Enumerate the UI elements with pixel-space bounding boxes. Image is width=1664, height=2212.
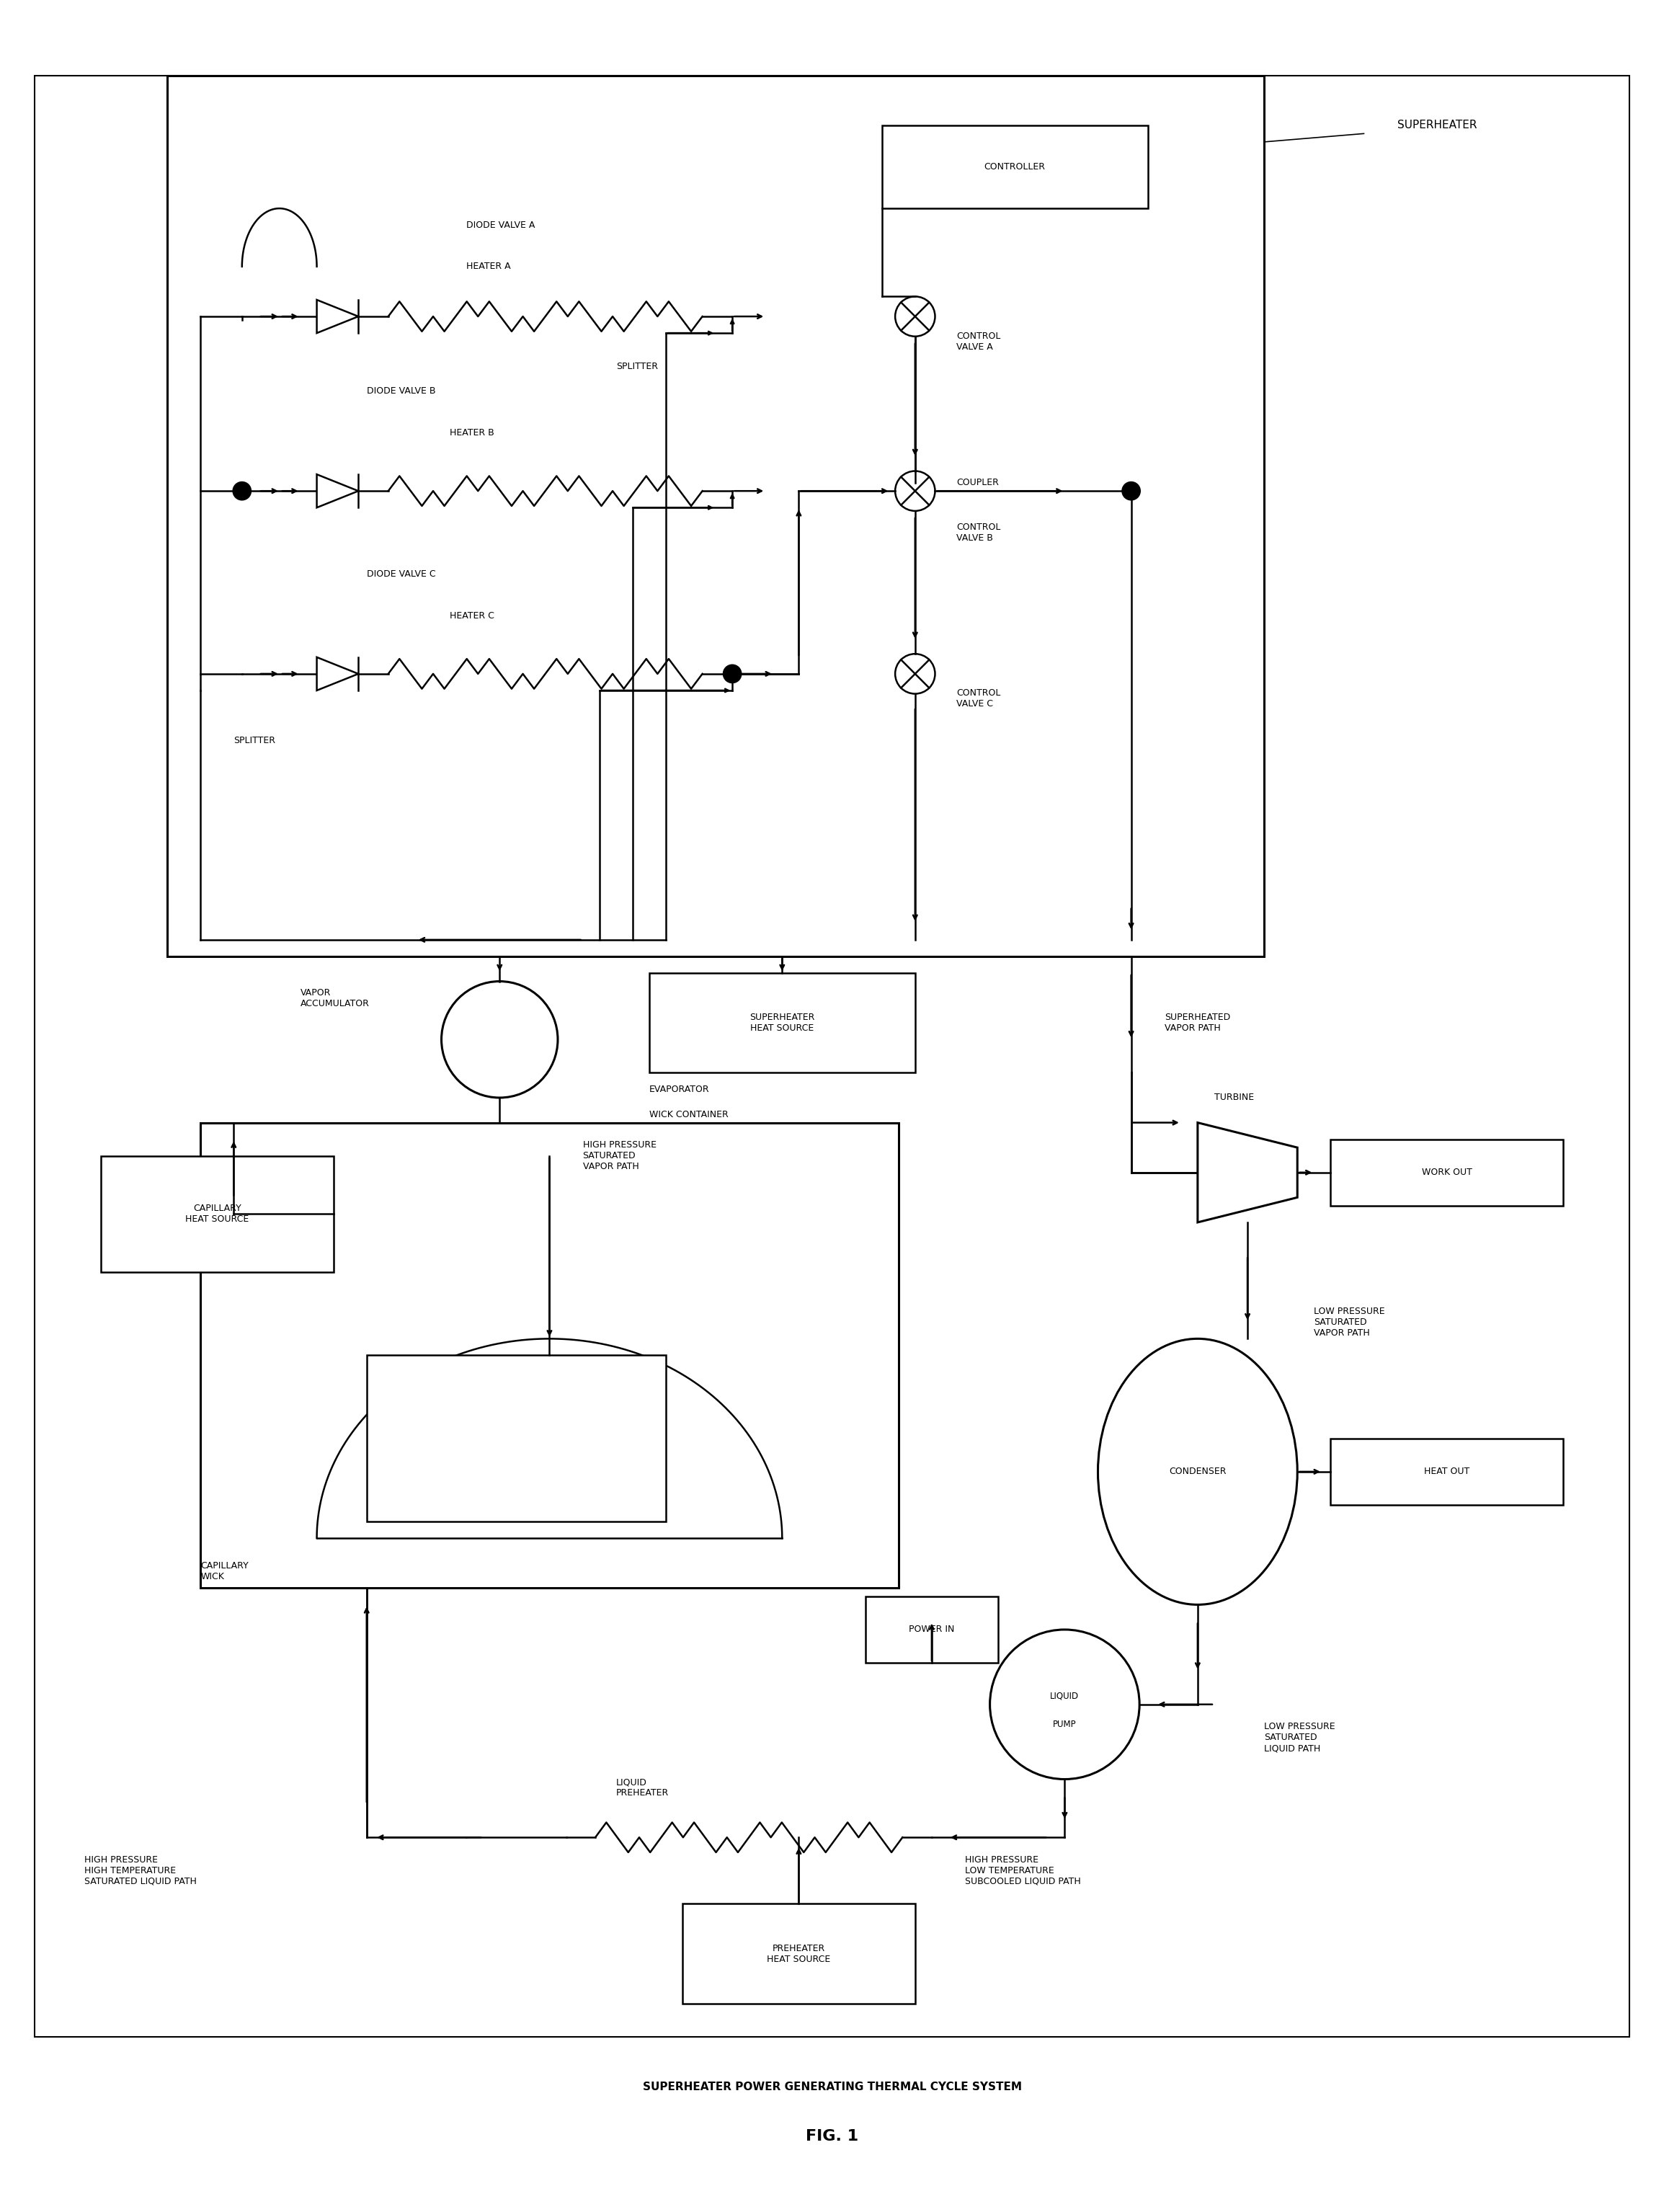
Text: TURBINE: TURBINE xyxy=(1215,1093,1255,1102)
Text: CAPILLARY
WICK: CAPILLARY WICK xyxy=(200,1562,248,1582)
Polygon shape xyxy=(316,301,358,334)
Text: HIGH PRESSURE
LOW TEMPERATURE
SUBCOOLED LIQUID PATH: HIGH PRESSURE LOW TEMPERATURE SUBCOOLED … xyxy=(965,1856,1082,1887)
Text: CONTROLLER: CONTROLLER xyxy=(983,161,1045,173)
Text: SUPERHEATER POWER GENERATING THERMAL CYCLE SYSTEM: SUPERHEATER POWER GENERATING THERMAL CYC… xyxy=(642,2081,1022,2093)
Text: WORK OUT: WORK OUT xyxy=(1421,1168,1473,1177)
Text: DIODE VALVE B: DIODE VALVE B xyxy=(366,387,436,396)
Polygon shape xyxy=(316,657,358,690)
Circle shape xyxy=(233,482,251,500)
Bar xyxy=(1331,1139,1562,1206)
Text: HEAT OUT: HEAT OUT xyxy=(1424,1467,1469,1475)
Bar xyxy=(366,1356,666,1522)
Text: PREHEATER
HEAT SOURCE: PREHEATER HEAT SOURCE xyxy=(767,1944,830,1964)
Text: SPLITTER: SPLITTER xyxy=(233,737,276,745)
Text: CAPILLARY
HEAT SOURCE: CAPILLARY HEAT SOURCE xyxy=(185,1203,250,1223)
Bar xyxy=(682,1905,915,2004)
Text: EVAPORATOR: EVAPORATOR xyxy=(649,1084,709,1095)
Polygon shape xyxy=(1198,1124,1298,1223)
Text: DIODE VALVE C: DIODE VALVE C xyxy=(366,568,436,580)
Text: LOW PRESSURE
SATURATED
LIQUID PATH: LOW PRESSURE SATURATED LIQUID PATH xyxy=(1265,1723,1335,1754)
Text: HEATER A: HEATER A xyxy=(466,261,511,272)
Bar xyxy=(649,973,915,1073)
Bar xyxy=(1331,1438,1562,1504)
Bar xyxy=(865,1597,998,1663)
Text: HEATER C: HEATER C xyxy=(449,611,494,619)
Text: POWER IN: POWER IN xyxy=(909,1626,955,1635)
Text: VAPOR
ACCUMULATOR: VAPOR ACCUMULATOR xyxy=(300,989,369,1009)
Text: SUPERHEATER: SUPERHEATER xyxy=(1398,119,1476,131)
Text: DIODE VALVE A: DIODE VALVE A xyxy=(466,221,536,230)
Text: CONDENSER: CONDENSER xyxy=(1170,1467,1226,1475)
Text: HEATER B: HEATER B xyxy=(449,429,494,438)
Text: LOW PRESSURE
SATURATED
VAPOR PATH: LOW PRESSURE SATURATED VAPOR PATH xyxy=(1315,1307,1384,1338)
Bar xyxy=(200,1124,899,1588)
Text: COUPLER: COUPLER xyxy=(957,478,998,487)
Text: SPLITTER: SPLITTER xyxy=(616,361,657,372)
Polygon shape xyxy=(316,473,358,507)
Bar xyxy=(35,75,1629,2037)
Bar xyxy=(102,1157,333,1272)
Text: LIQUID
PREHEATER: LIQUID PREHEATER xyxy=(616,1778,669,1798)
Text: CONTROL
VALVE B: CONTROL VALVE B xyxy=(957,522,1000,542)
Text: CONTROL
VALVE C: CONTROL VALVE C xyxy=(957,688,1000,708)
Bar xyxy=(882,126,1148,208)
Text: WICK CONTAINER: WICK CONTAINER xyxy=(649,1110,729,1119)
Bar xyxy=(166,75,1265,956)
Text: FIG. 1: FIG. 1 xyxy=(805,2130,859,2143)
Text: LIQUID: LIQUID xyxy=(1050,1692,1080,1701)
Text: HIGH PRESSURE
HIGH TEMPERATURE
SATURATED LIQUID PATH: HIGH PRESSURE HIGH TEMPERATURE SATURATED… xyxy=(85,1856,196,1887)
Text: SUPERHEATER
HEAT SOURCE: SUPERHEATER HEAT SOURCE xyxy=(749,1013,815,1033)
Text: HIGH PRESSURE
SATURATED
VAPOR PATH: HIGH PRESSURE SATURATED VAPOR PATH xyxy=(582,1141,656,1172)
Text: CONTROL
VALVE A: CONTROL VALVE A xyxy=(957,332,1000,352)
Text: PUMP: PUMP xyxy=(1053,1719,1077,1730)
Text: SUPERHEATED
VAPOR PATH: SUPERHEATED VAPOR PATH xyxy=(1165,1013,1230,1033)
Circle shape xyxy=(1122,482,1140,500)
Circle shape xyxy=(724,664,742,684)
